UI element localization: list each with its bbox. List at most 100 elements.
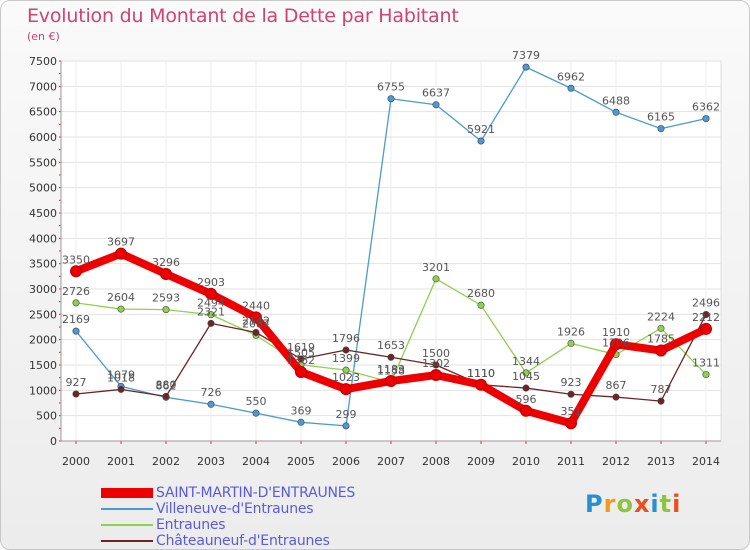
data-point <box>522 369 530 377</box>
x-tick-label: 2008 <box>422 455 450 468</box>
y-tick-label: 1000 <box>29 384 57 397</box>
data-label: 1796 <box>332 332 360 345</box>
data-label: 5921 <box>467 123 495 136</box>
y-tick-label: 500 <box>36 410 57 423</box>
data-label: 2680 <box>467 287 495 300</box>
data-label: 2212 <box>692 311 720 324</box>
data-point <box>72 299 80 307</box>
data-point <box>432 101 440 109</box>
data-point <box>342 366 350 374</box>
y-tick-label: 0 <box>50 435 57 448</box>
data-label: 299 <box>336 408 357 421</box>
data-point <box>117 385 125 393</box>
data-label: 1362 <box>287 354 315 367</box>
data-point <box>117 305 125 313</box>
data-point <box>297 355 305 363</box>
data-label: 2903 <box>197 276 225 289</box>
data-point <box>567 390 575 398</box>
data-label: 923 <box>561 376 582 389</box>
data-point <box>430 369 442 382</box>
data-point <box>385 375 397 388</box>
y-tick-label: 2500 <box>29 308 57 321</box>
y-tick-label: 7000 <box>29 80 57 93</box>
data-point <box>610 338 622 351</box>
data-label: 1183 <box>377 363 405 376</box>
legend-label: SAINT-MARTIN-D'ENTRAUNES <box>156 485 356 501</box>
data-label: 2494 <box>197 297 225 310</box>
x-tick-label: 2010 <box>512 455 540 468</box>
data-label: 6637 <box>422 87 450 100</box>
y-tick-label: 7500 <box>29 55 57 68</box>
data-label: 1619 <box>287 341 315 354</box>
data-point <box>567 84 575 92</box>
y-tick-label: 2000 <box>29 334 57 347</box>
data-label: 927 <box>66 376 87 389</box>
data-label: 369 <box>291 404 312 417</box>
data-point <box>657 397 665 405</box>
legend-swatch <box>101 508 153 510</box>
data-point <box>702 115 710 123</box>
data-label: 6488 <box>602 94 630 107</box>
data-label: 862 <box>156 379 177 392</box>
data-point <box>342 346 350 354</box>
x-tick-label: 2006 <box>332 455 360 468</box>
data-label: 6755 <box>377 81 405 94</box>
proxiti-logo: Proxiti <box>585 490 682 518</box>
data-label: 1079 <box>107 368 135 381</box>
x-tick-label: 2004 <box>242 455 270 468</box>
x-tick-label: 2013 <box>647 455 675 468</box>
data-point <box>340 383 352 396</box>
data-point <box>115 247 127 260</box>
legend-swatch <box>101 524 153 526</box>
y-tick-label: 3000 <box>29 283 57 296</box>
data-point <box>700 322 712 335</box>
data-point <box>160 268 172 281</box>
data-point <box>657 125 665 133</box>
data-label: 1399 <box>332 352 360 365</box>
data-point <box>342 422 350 430</box>
data-label: 1706 <box>602 337 630 350</box>
data-label: 3697 <box>107 236 135 249</box>
data-point <box>162 306 170 314</box>
data-point <box>72 390 80 398</box>
data-label: 867 <box>606 379 627 392</box>
data-label: 2726 <box>62 285 90 298</box>
data-label: 2440 <box>242 299 270 312</box>
data-label: 1018 <box>107 371 135 384</box>
data-point <box>207 400 215 408</box>
x-tick-label: 2009 <box>467 455 495 468</box>
data-label: 726 <box>201 386 222 399</box>
x-tick-label: 2007 <box>377 455 405 468</box>
data-label: 1500 <box>422 347 450 360</box>
x-tick-label: 2001 <box>107 455 135 468</box>
data-label: 6962 <box>557 70 585 83</box>
data-point <box>477 301 485 309</box>
data-point <box>72 327 80 335</box>
data-point <box>387 95 395 103</box>
data-point <box>252 328 260 336</box>
data-point <box>207 319 215 327</box>
y-tick-label: 1500 <box>29 359 57 372</box>
data-point <box>162 392 170 400</box>
legend-label: Châteauneuf-d'Entraunes <box>156 533 330 549</box>
data-point <box>70 265 82 278</box>
data-label: 6362 <box>692 101 720 114</box>
data-label: 596 <box>516 393 537 406</box>
data-label: 1344 <box>512 355 540 368</box>
data-label: 2142 <box>242 314 270 327</box>
data-point <box>432 361 440 369</box>
data-label: 880 <box>156 378 177 391</box>
data-label: 1653 <box>377 339 405 352</box>
data-point <box>522 384 530 392</box>
chart-title: Evolution du Montant de la Dette par Hab… <box>27 5 459 27</box>
data-label: 787 <box>651 383 672 396</box>
data-label: 550 <box>246 395 267 408</box>
legend-label: Entraunes <box>156 517 226 533</box>
y-tick-label: 5000 <box>29 182 57 195</box>
data-label: 1311 <box>692 357 720 370</box>
data-point <box>295 365 307 378</box>
data-label: 2169 <box>62 313 90 326</box>
data-point <box>387 353 395 361</box>
data-point <box>250 311 262 324</box>
